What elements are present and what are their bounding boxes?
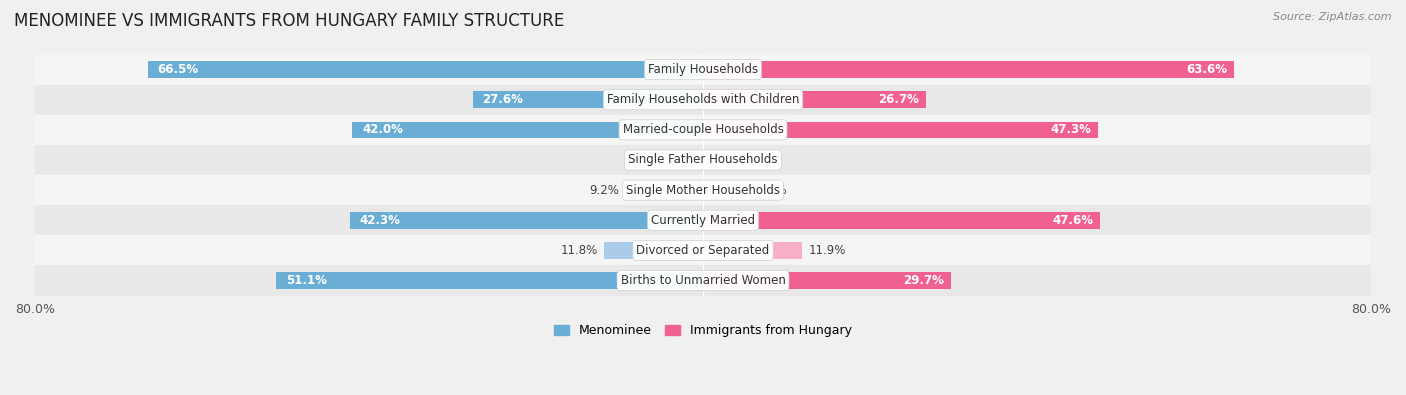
Text: 2.1%: 2.1%	[727, 154, 756, 167]
Text: 27.6%: 27.6%	[482, 93, 523, 106]
Bar	[703, 152, 720, 168]
Text: Divorced or Separated: Divorced or Separated	[637, 244, 769, 257]
Text: 4.2%: 4.2%	[631, 154, 661, 167]
Text: Source: ZipAtlas.com: Source: ZipAtlas.com	[1274, 12, 1392, 22]
Bar	[35, 205, 1371, 235]
Text: 29.7%: 29.7%	[904, 274, 945, 287]
Bar	[472, 91, 703, 108]
Bar	[703, 122, 1098, 138]
Bar	[668, 152, 703, 168]
Text: 5.7%: 5.7%	[758, 184, 787, 197]
Bar	[35, 145, 1371, 175]
Bar	[605, 242, 703, 259]
Bar	[703, 182, 751, 198]
Bar	[35, 85, 1371, 115]
Text: Single Father Households: Single Father Households	[628, 154, 778, 167]
Text: Family Households with Children: Family Households with Children	[607, 93, 799, 106]
Bar	[703, 91, 927, 108]
Text: 51.1%: 51.1%	[287, 274, 328, 287]
Bar	[148, 61, 703, 78]
Text: 42.3%: 42.3%	[360, 214, 401, 227]
Bar	[353, 122, 703, 138]
Bar	[703, 272, 950, 289]
Bar	[703, 242, 803, 259]
Bar	[35, 115, 1371, 145]
Bar	[35, 265, 1371, 295]
Text: MENOMINEE VS IMMIGRANTS FROM HUNGARY FAMILY STRUCTURE: MENOMINEE VS IMMIGRANTS FROM HUNGARY FAM…	[14, 12, 564, 30]
Text: 9.2%: 9.2%	[589, 184, 620, 197]
Text: 47.6%: 47.6%	[1053, 214, 1094, 227]
Text: 63.6%: 63.6%	[1187, 63, 1227, 76]
Text: 47.3%: 47.3%	[1050, 123, 1091, 136]
Bar	[350, 212, 703, 229]
Text: 42.0%: 42.0%	[363, 123, 404, 136]
Bar	[35, 55, 1371, 85]
Bar	[35, 235, 1371, 265]
Text: Single Mother Households: Single Mother Households	[626, 184, 780, 197]
Text: 26.7%: 26.7%	[879, 93, 920, 106]
Text: 66.5%: 66.5%	[157, 63, 198, 76]
Bar	[626, 182, 703, 198]
Bar	[703, 212, 1101, 229]
Text: 11.9%: 11.9%	[808, 244, 846, 257]
Legend: Menominee, Immigrants from Hungary: Menominee, Immigrants from Hungary	[550, 320, 856, 342]
Text: Births to Unmarried Women: Births to Unmarried Women	[620, 274, 786, 287]
Text: Married-couple Households: Married-couple Households	[623, 123, 783, 136]
Text: 11.8%: 11.8%	[561, 244, 598, 257]
Text: Family Households: Family Households	[648, 63, 758, 76]
Bar	[703, 61, 1234, 78]
Bar	[277, 272, 703, 289]
Text: Currently Married: Currently Married	[651, 214, 755, 227]
Bar	[35, 175, 1371, 205]
